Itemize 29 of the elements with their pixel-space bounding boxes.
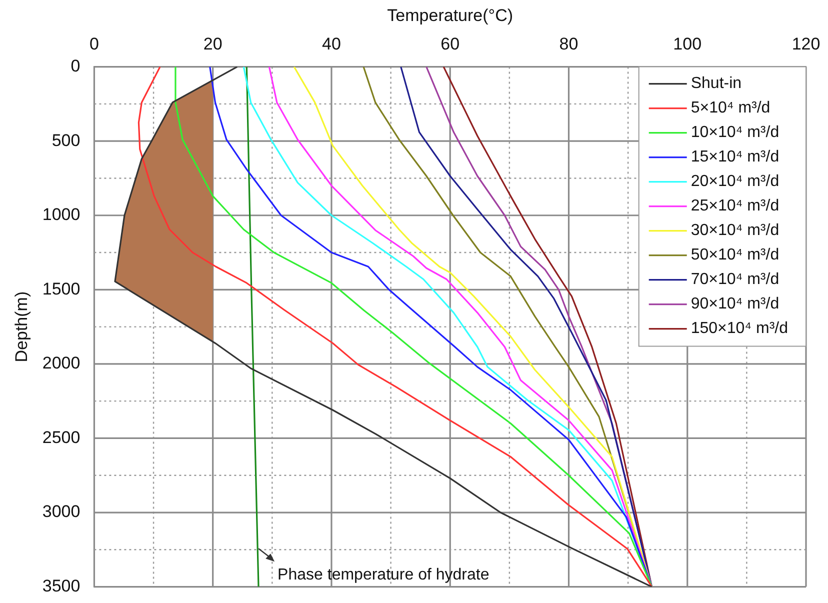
legend-label: 10×10⁴ m³/d (690, 124, 780, 142)
annotation: Phase temperature of hydrate (278, 566, 490, 584)
x-tick-label: 80 (559, 34, 578, 54)
x-tick-label: 120 (792, 34, 820, 54)
y-tick-label: 2000 (42, 354, 80, 373)
y-tick-label: 2500 (42, 428, 80, 447)
y-tick-label: 0 (70, 56, 80, 76)
legend-label: Shut-in (690, 75, 742, 92)
legend-label: 25×10⁴ m³/d (690, 198, 780, 215)
x-tick-label: 40 (322, 34, 341, 54)
legend-label: 5×10⁴ m³/d (690, 100, 770, 117)
y-tick-label: 3500 (42, 576, 80, 596)
y-axis-title: Depth(m) (12, 291, 31, 362)
legend-label: 20×10⁴ m³/d (690, 173, 780, 190)
y-tick-label: 1000 (42, 205, 80, 224)
legend-label: 70×10⁴ m³/d (690, 271, 780, 288)
x-axis-title: Temperature(°C) (387, 6, 514, 25)
legend-label: 90×10⁴ m³/d (690, 296, 780, 313)
y-tick-label: 3000 (42, 502, 80, 522)
x-tick-label: 100 (673, 34, 702, 54)
legend-label: 50×10⁴ m³/d (690, 246, 780, 264)
x-tick-label: 20 (203, 34, 222, 54)
legend-label: 150×10⁴ m³/d (690, 320, 788, 338)
legend-label: 30×10⁴ m³/d (690, 222, 780, 240)
y-tick-label: 500 (52, 130, 80, 150)
y-tick-label: 1500 (42, 279, 80, 298)
x-tick-label: 0 (89, 34, 99, 54)
legend-label: 15×10⁴ m³/d (690, 148, 780, 166)
x-tick-label: 60 (440, 34, 460, 54)
